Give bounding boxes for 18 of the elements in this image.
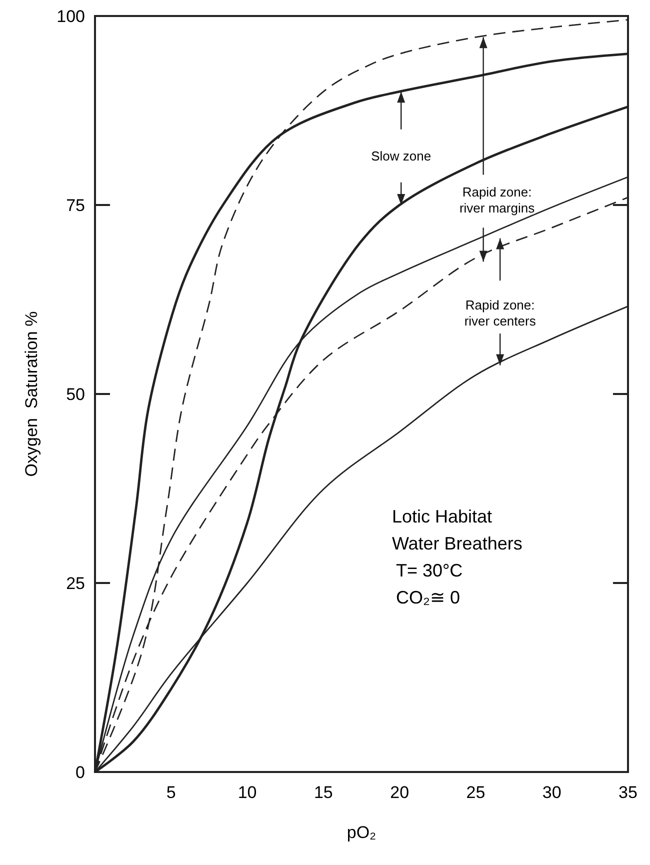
x-tick-label: 10 bbox=[238, 783, 257, 802]
y-tick-label: 25 bbox=[66, 574, 85, 593]
y-tick-label: 75 bbox=[66, 196, 85, 215]
x-tick-label: 25 bbox=[466, 783, 486, 802]
x-axis-title: pO₂ bbox=[346, 823, 376, 842]
x-tick-label: 15 bbox=[314, 783, 333, 802]
annotation: Rapid zone: river margins bbox=[459, 184, 536, 216]
y-axis-title: Oxygen Saturation % bbox=[22, 311, 41, 477]
x-tick-label: 5 bbox=[166, 783, 176, 802]
y-tick-label: 50 bbox=[66, 384, 85, 404]
x-tick-label: 30 bbox=[542, 783, 562, 802]
x-tick-label: 20 bbox=[390, 783, 410, 802]
annotation: Slow zone bbox=[371, 148, 432, 164]
x-tick-label: 35 bbox=[618, 783, 638, 802]
annotation: Rapid zone: river centers bbox=[464, 297, 536, 328]
y-tick-label: 100 bbox=[56, 6, 85, 26]
y-tick-label: 0 bbox=[76, 762, 85, 782]
annotation: Lotic Habitat Water Breathers T= 30°C CO₂≅ 0 bbox=[392, 506, 522, 608]
